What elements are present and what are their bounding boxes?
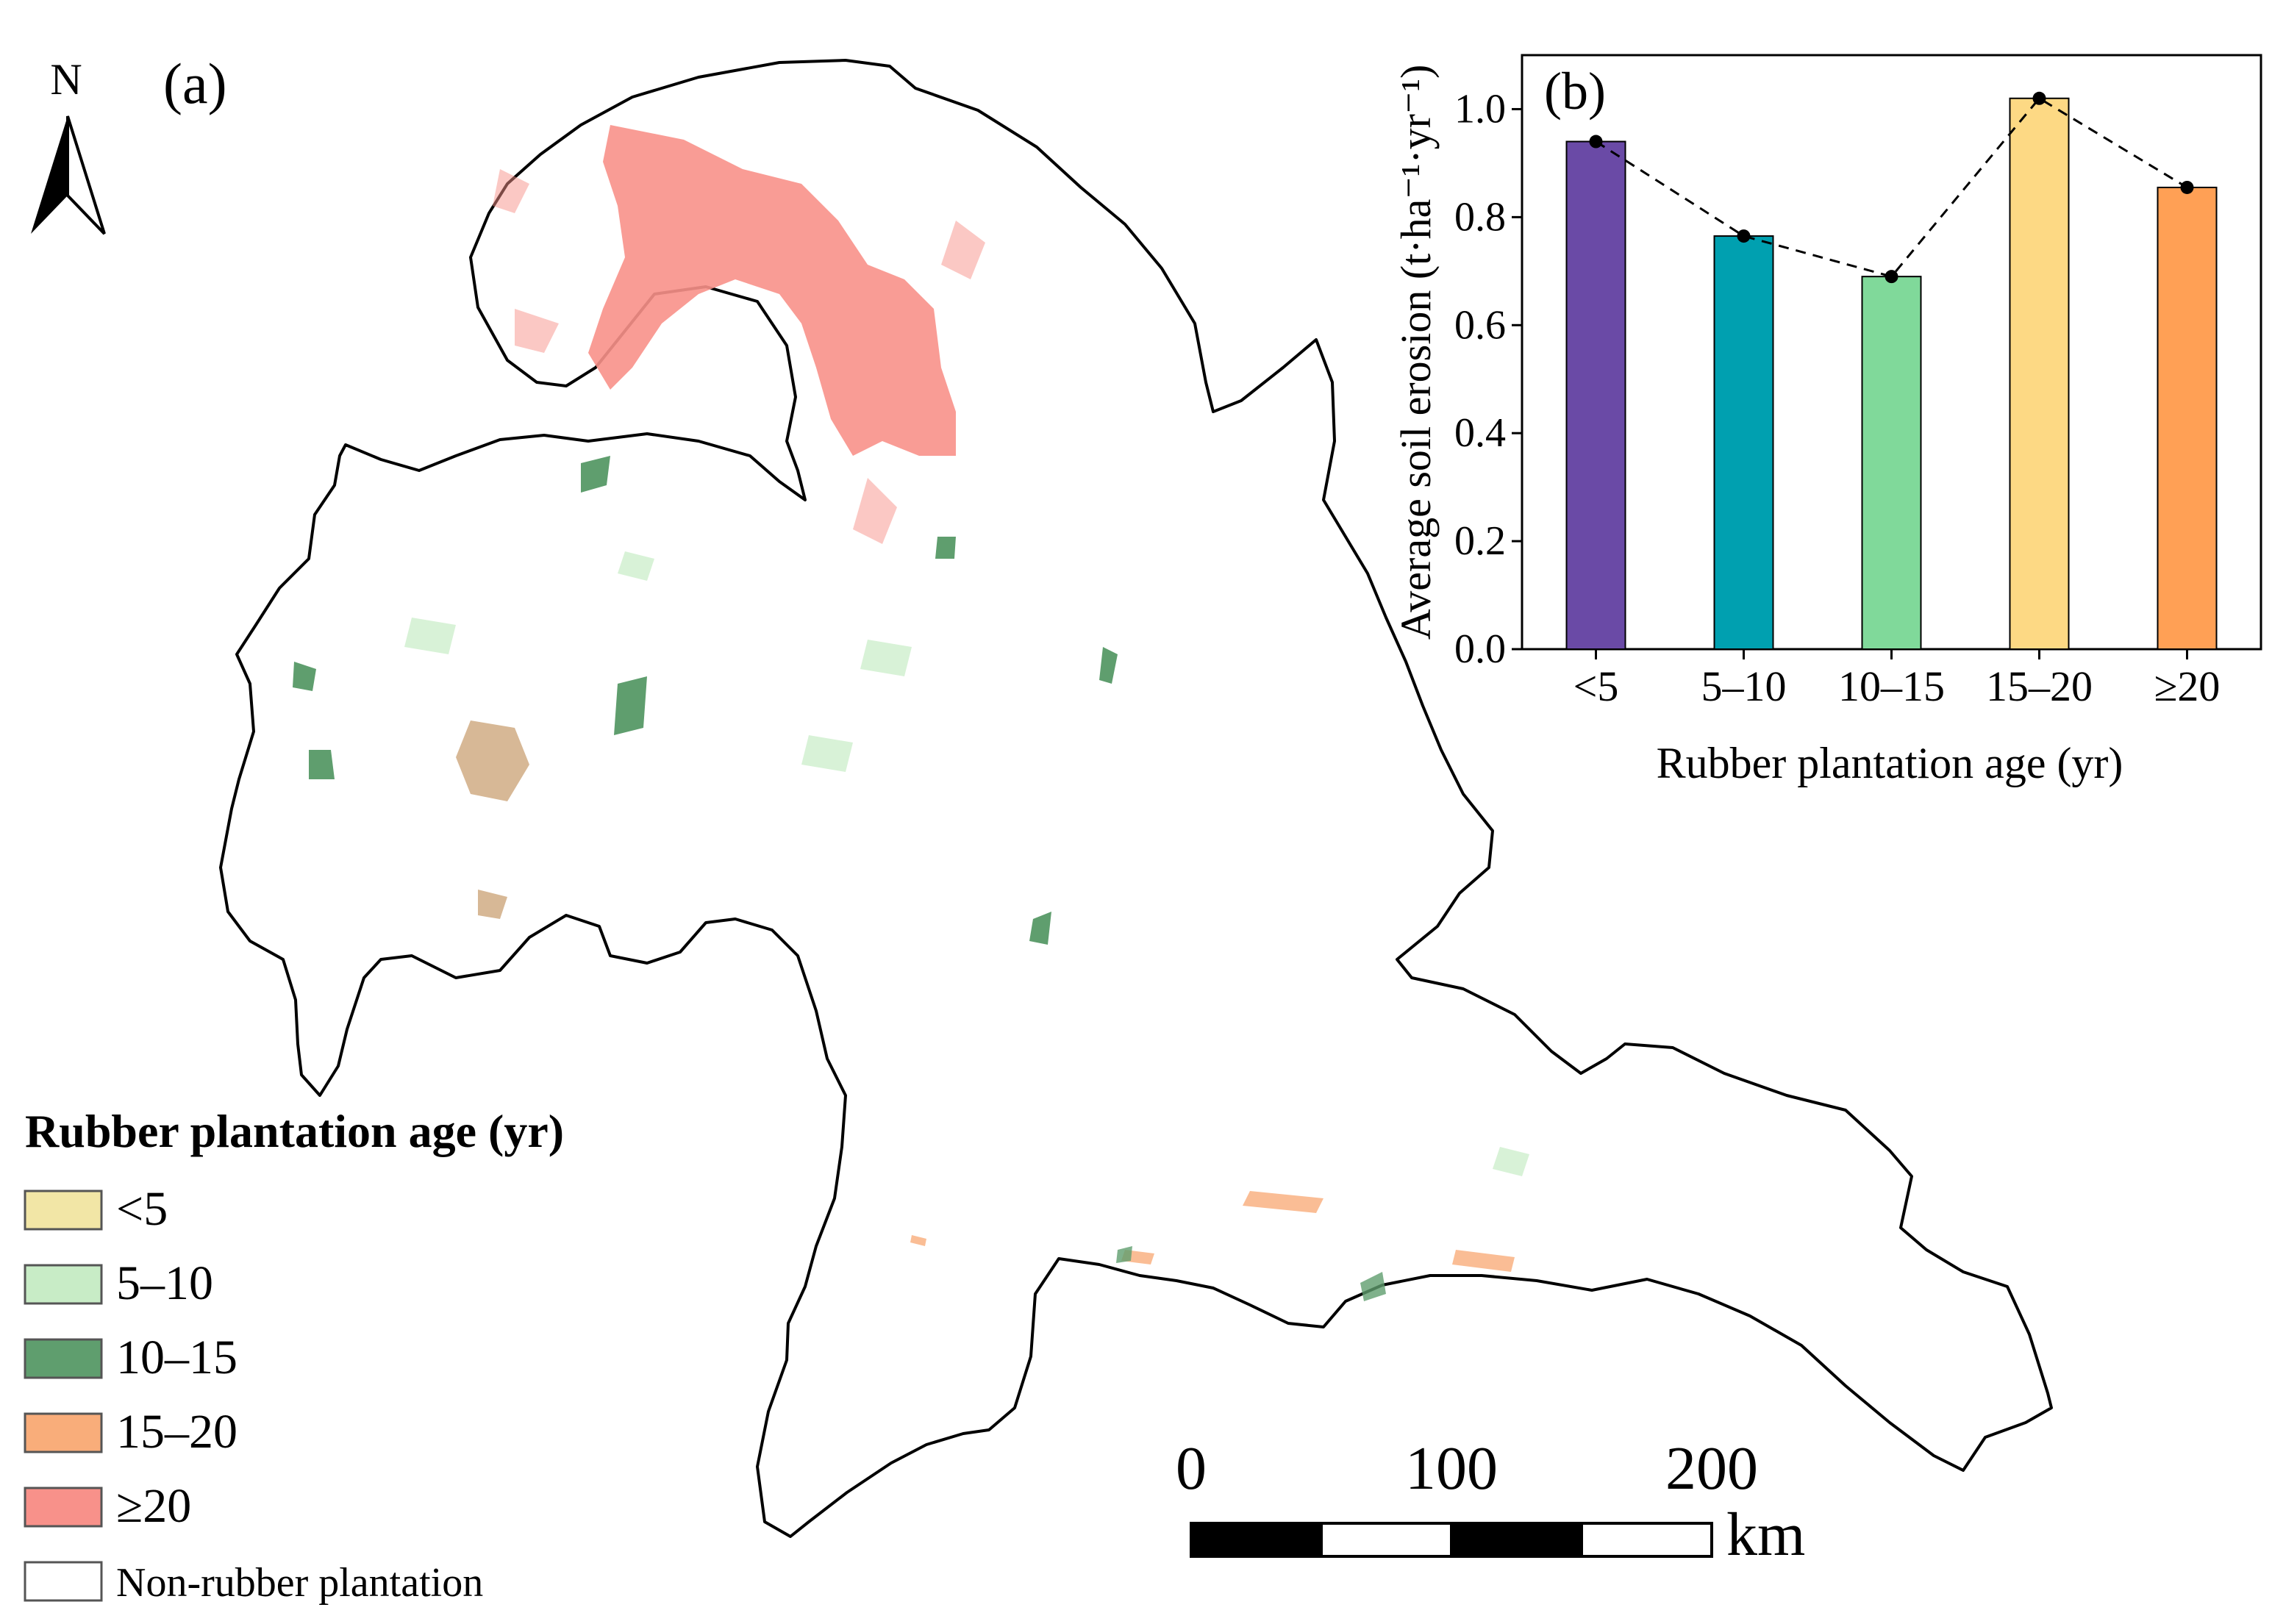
y-ticks: 0.0 0.2 0.4 0.6 0.8 1.0 bbox=[1454, 86, 1522, 672]
scale-bar: 0 100 200 km bbox=[1176, 1434, 1805, 1569]
scale-segment-4 bbox=[1580, 1522, 1713, 1558]
scale-segment-1 bbox=[1190, 1522, 1323, 1558]
legend-swatch-0 bbox=[24, 1190, 103, 1231]
bar-1 bbox=[1713, 235, 1774, 650]
chart-panel: (b) Rubber plantation age (yr) Average s… bbox=[1392, 54, 2262, 787]
map-panel-label: (a) bbox=[163, 51, 227, 115]
y-axis-label: Average soil erosion (t·ha⁻¹·yr⁻¹) bbox=[1392, 65, 1440, 640]
x-ticks: <5 5–10 10–15 15–20 ≥20 bbox=[1573, 649, 2221, 710]
x-tick-label-4: ≥20 bbox=[2154, 662, 2221, 710]
x-tick-label-3: 15–20 bbox=[1986, 662, 2093, 710]
north-label: N bbox=[50, 55, 82, 104]
scale-unit: km bbox=[1726, 1500, 1805, 1569]
y-tick-label-5: 1.0 bbox=[1454, 86, 1506, 132]
legend-swatch-3 bbox=[24, 1412, 103, 1453]
legend-label-4: ≥20 bbox=[116, 1479, 191, 1533]
legend-title: Rubber plantation age (yr) bbox=[25, 1105, 564, 1157]
north-arrow-icon: N bbox=[31, 55, 106, 235]
legend-label-2: 10–15 bbox=[116, 1331, 237, 1384]
y-tick-label-3: 0.6 bbox=[1454, 302, 1506, 348]
legend-swatch-1 bbox=[24, 1264, 103, 1305]
scale-tick-200: 200 bbox=[1665, 1434, 1758, 1503]
legend-swatch-5 bbox=[24, 1561, 103, 1602]
scale-segment-3 bbox=[1450, 1522, 1583, 1558]
y-tick-label-1: 0.2 bbox=[1454, 518, 1506, 564]
x-axis-label: Rubber plantation age (yr) bbox=[1657, 739, 2123, 787]
legend-swatch-4 bbox=[24, 1487, 103, 1528]
trend-point-0 bbox=[1589, 135, 1603, 149]
legend-label-0: <5 bbox=[116, 1182, 168, 1236]
scale-tick-100: 100 bbox=[1405, 1434, 1498, 1503]
legend-label-3: 15–20 bbox=[116, 1405, 237, 1459]
chart-panel-label: (b) bbox=[1544, 62, 1606, 121]
plantation-patches bbox=[293, 125, 1529, 1301]
trend-point-2 bbox=[1885, 270, 1898, 284]
y-tick-label-0: 0.0 bbox=[1454, 626, 1506, 672]
trend-point-3 bbox=[2032, 91, 2046, 105]
legend-label-5: Non-rubber plantation bbox=[116, 1560, 483, 1606]
x-tick-label-2: 10–15 bbox=[1838, 662, 1945, 710]
study-area-boundary bbox=[219, 59, 2053, 1538]
bar-4 bbox=[2157, 186, 2218, 651]
y-tick-label-4: 0.8 bbox=[1454, 194, 1506, 240]
y-tick-label-2: 0.4 bbox=[1454, 410, 1506, 456]
bars bbox=[1565, 97, 2218, 651]
bar-3 bbox=[2009, 97, 2070, 651]
x-tick-label-1: 5–10 bbox=[1701, 662, 1787, 710]
trend-point-4 bbox=[2180, 180, 2194, 194]
legend-swatch-2 bbox=[24, 1338, 103, 1379]
trend-point-1 bbox=[1737, 229, 1751, 243]
map-legend: Rubber plantation age (yr) <5 5–10 10–15 15… bbox=[24, 1105, 564, 1606]
map-panel: N (a) Rubber plantation age (yr) <5 5–10 1… bbox=[24, 51, 2053, 1606]
legend-label-1: 5–10 bbox=[116, 1256, 213, 1310]
x-tick-label-0: <5 bbox=[1573, 662, 1619, 710]
scale-segment-2 bbox=[1320, 1522, 1453, 1558]
scale-tick-0: 0 bbox=[1176, 1434, 1207, 1503]
bar-2 bbox=[1861, 276, 1922, 650]
trend-line bbox=[1589, 91, 2194, 284]
trend-dashed-line bbox=[1595, 96, 2188, 278]
bar-0 bbox=[1565, 140, 1626, 650]
